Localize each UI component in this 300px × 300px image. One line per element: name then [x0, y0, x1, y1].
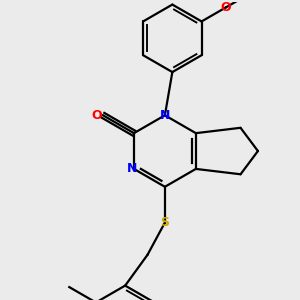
Text: S: S	[160, 216, 169, 229]
Text: N: N	[160, 109, 170, 122]
Text: O: O	[92, 109, 102, 122]
Text: O: O	[220, 1, 230, 14]
Text: N: N	[127, 162, 137, 176]
